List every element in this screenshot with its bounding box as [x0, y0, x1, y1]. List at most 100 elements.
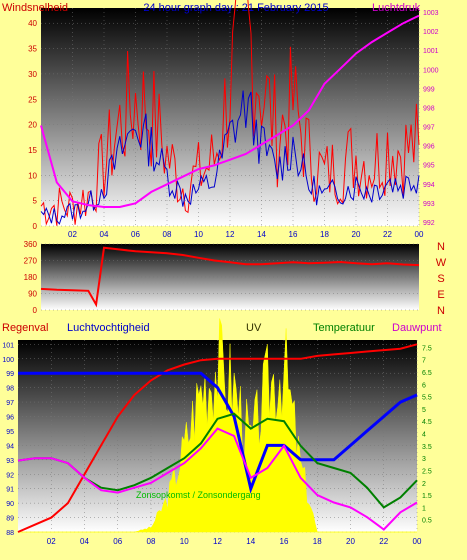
pressure-tick: 998: [423, 105, 435, 112]
wind-hour-tick: 06: [131, 230, 140, 239]
pressure-tick: 996: [423, 144, 435, 151]
wind-axis-ticks: 0 5 10 15 20 25 30 35 40 02 04 06 08 10 12 14 16 18 20 22 00…: [28, 10, 439, 239]
humidity-tick: 88: [6, 530, 14, 537]
uv-tick: 1: [422, 505, 426, 512]
wind-speed-tick: 20: [28, 121, 37, 130]
climate-hour-tick: 14: [246, 537, 255, 546]
pressure-tick: 1002: [423, 29, 439, 36]
humidity-tick: 97: [6, 400, 14, 407]
wind-hour-tick: 08: [163, 230, 172, 239]
pressure-tick: 993: [423, 201, 435, 208]
compass-label: W: [436, 257, 447, 269]
temperature-label: Temperatuur: [313, 322, 375, 334]
uv-tick: 1.5: [422, 493, 432, 500]
humidity-tick: 100: [2, 357, 14, 364]
humidity-tick: 95: [6, 429, 14, 436]
climate-hour-tick: 04: [80, 537, 89, 546]
wind-hour-tick: 14: [257, 230, 266, 239]
climate-hour-tick: 18: [313, 537, 322, 546]
humidity-tick: 99: [6, 371, 14, 378]
direction-tick: 0: [33, 306, 38, 315]
wind-speed-label: Windsnelheid: [2, 2, 68, 14]
humidity-tick: 89: [6, 516, 14, 523]
wind-hour-tick: 00: [415, 230, 424, 239]
climate-axis-ticks: 88 89 90 91 92 93 94 95 96 97 98 99 100 101 0.5 1 1.5 2 2.…: [2, 342, 432, 546]
rain-label: Regenval: [2, 322, 48, 334]
dewpoint-label: Dauwpunt: [392, 322, 442, 334]
wind-speed-tick: 5: [33, 197, 38, 206]
pressure-tick: 1001: [423, 48, 439, 55]
pressure-line: [40, 14, 420, 208]
wind-gust-line: [40, 0, 420, 226]
wind-grid: [41, 8, 420, 227]
uv-tick: 6.5: [422, 370, 432, 377]
wind-hour-tick: 22: [383, 230, 392, 239]
climate-hour-tick: 20: [346, 537, 355, 546]
wind-hour-tick: 12: [226, 230, 235, 239]
humidity-label: Luchtvochtigheid: [67, 322, 150, 334]
climate-hour-tick: 02: [47, 537, 56, 546]
uv-label: UV: [246, 322, 262, 334]
uv-tick: 3.5: [422, 444, 432, 451]
rain-line: [17, 343, 418, 533]
compass-label: E: [437, 289, 444, 301]
wind-direction-line: [40, 246, 420, 308]
wind-hour-tick: 16: [289, 230, 298, 239]
humidity-tick: 96: [6, 415, 14, 422]
compass-label: N: [437, 241, 445, 253]
humidity-tick: 90: [6, 501, 14, 508]
uv-tick: 5.5: [422, 395, 432, 402]
humidity-tick: 94: [6, 443, 14, 450]
pressure-tick: 1000: [423, 67, 439, 74]
wind-speed-tick: 35: [28, 45, 37, 54]
wind-speed-tick: 30: [28, 70, 37, 79]
wind-hour-tick: 04: [100, 230, 109, 239]
direction-tick: 180: [24, 273, 38, 282]
pressure-tick: 999: [423, 86, 435, 93]
wind-hour-tick: 10: [194, 230, 203, 239]
wind-hour-tick: 18: [320, 230, 329, 239]
wind-hour-tick: 02: [68, 230, 77, 239]
pressure-tick: 994: [423, 182, 435, 189]
wind-average-line: [40, 90, 420, 225]
humidity-line: [18, 371, 418, 494]
direction-tick: 360: [24, 240, 38, 249]
pressure-tick: 1003: [423, 10, 439, 17]
uv-tick: 5: [422, 407, 426, 414]
climate-hour-tick: 08: [147, 537, 156, 546]
wind-series: [40, 0, 420, 226]
wind-hour-tick: 20: [352, 230, 361, 239]
climate-hour-tick: 16: [280, 537, 289, 546]
direction-tick: 90: [28, 290, 37, 299]
uv-tick: 3: [422, 456, 426, 463]
chart-title: 24 hour graph day : 21 February 2015: [143, 2, 328, 14]
wind-speed-tick: 15: [28, 146, 37, 155]
uv-tick: 4.5: [422, 419, 432, 426]
uv-tick: 6: [422, 382, 426, 389]
direction-panel: [41, 244, 419, 310]
uv-tick: 7.5: [422, 345, 432, 352]
wind-speed-tick: 10: [28, 171, 37, 180]
uv-tick: 2.5: [422, 468, 432, 475]
climate-hour-tick: 06: [113, 537, 122, 546]
sunrise-sunset-annotation: Zonsopkomst / Zonsondergang: [136, 490, 261, 500]
wind-speed-tick: 25: [28, 95, 37, 104]
dewpoint-line: [17, 427, 418, 531]
humidity-tick: 92: [6, 472, 14, 479]
wind-speed-tick: 40: [28, 19, 37, 28]
pressure-tick: 997: [423, 125, 435, 132]
compass-label: N: [437, 305, 445, 317]
humidity-tick: 101: [2, 342, 14, 349]
uv-tick: 7: [422, 358, 426, 365]
direction-tick: 270: [24, 257, 38, 266]
humidity-tick: 91: [6, 487, 14, 494]
climate-hour-tick: 12: [213, 537, 222, 546]
climate-series: [17, 318, 418, 533]
wind-speed-tick: 0: [33, 222, 38, 231]
uv-tick: 0.5: [422, 518, 432, 525]
direction-series: [40, 246, 420, 308]
humidity-tick: 93: [6, 458, 14, 465]
